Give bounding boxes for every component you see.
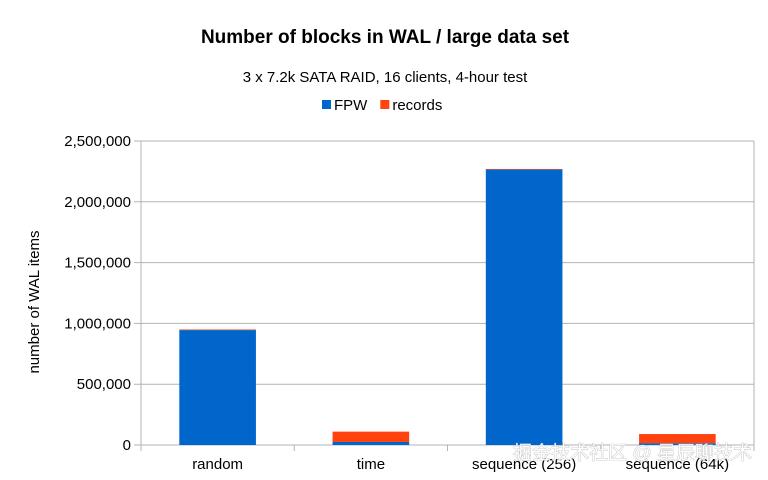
bar-fpw	[179, 330, 256, 445]
y-tick-label: 0	[123, 437, 131, 454]
x-tick-label: sequence (64k)	[626, 456, 729, 473]
bar-fpw	[485, 169, 563, 446]
bars	[179, 168, 716, 446]
watermark: 掘金技术社区 @ 星辰聊技术	[513, 442, 752, 464]
y-tick-label: 1,500,000	[64, 255, 131, 272]
bar-records	[485, 168, 563, 170]
y-tick-label: 2,000,000	[64, 194, 131, 211]
bar-records	[639, 434, 716, 444]
x-tick-label: time	[357, 456, 385, 473]
x-axis-ticks: random time sequence (256) sequence (64k)	[140, 445, 755, 473]
x-tick-label: sequence (256)	[472, 456, 576, 473]
chart-title: Number of blocks in WAL / large data set	[201, 27, 570, 48]
bar-records	[179, 329, 256, 331]
chart-subtitle: 3 x 7.2k SATA RAID, 16 clients, 4-hour t…	[243, 69, 528, 86]
y-tick-label: 500,000	[77, 376, 131, 393]
y-axis-ticks: 0 500,000 1,000,000 1,500,000 2,000,000 2,500…	[64, 133, 131, 454]
bar-fpw	[332, 441, 410, 445]
bar-fpw	[639, 443, 716, 445]
legend-swatch-fpw	[322, 100, 331, 109]
x-tick-label: random	[192, 456, 243, 473]
legend: FPW records	[322, 97, 442, 114]
legend-label-records: records	[392, 97, 442, 114]
y-tick-label: 2,500,000	[64, 133, 131, 150]
legend-swatch-records	[380, 100, 390, 109]
bar-records	[332, 431, 410, 442]
y-tick-label: 1,000,000	[64, 315, 131, 332]
legend-label-fpw: FPW	[334, 97, 368, 114]
y-axis-label: number of WAL items	[26, 230, 43, 373]
